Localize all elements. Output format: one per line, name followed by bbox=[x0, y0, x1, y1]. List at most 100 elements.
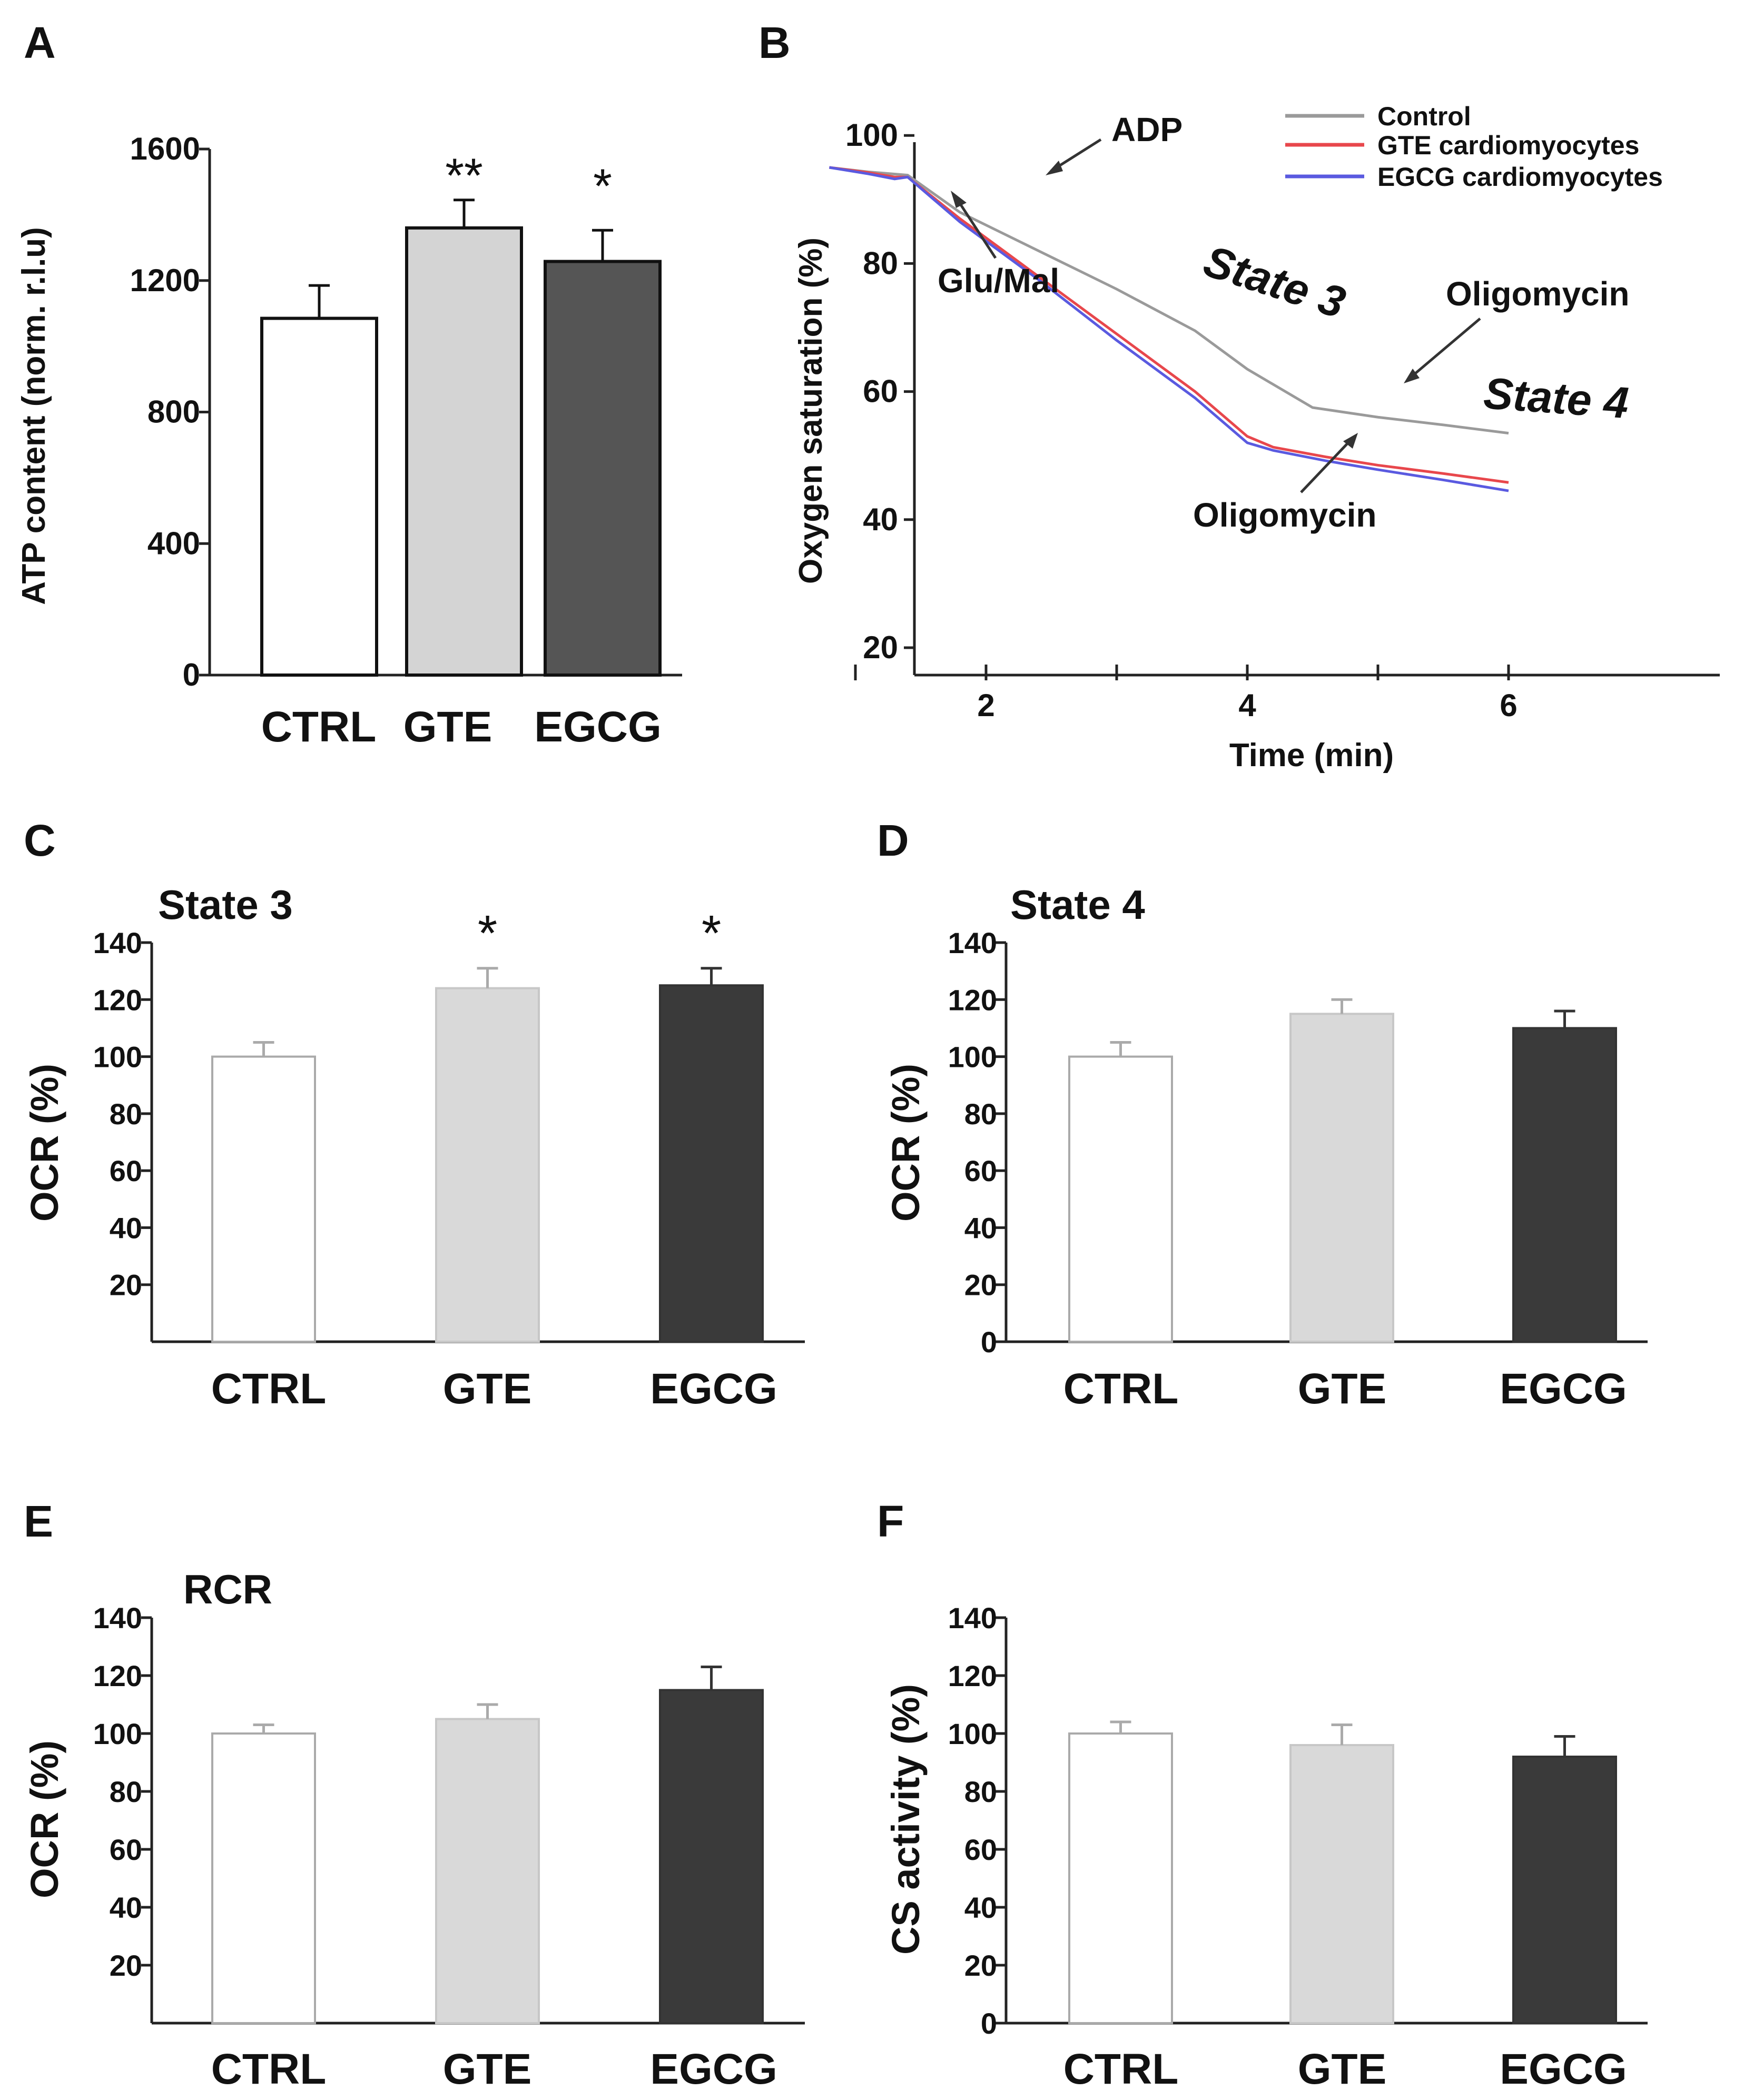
significance-marker: * bbox=[478, 905, 497, 962]
y-tick-label: 60 bbox=[863, 374, 898, 409]
bar-egcg bbox=[544, 260, 662, 677]
legend-label: Control bbox=[1377, 102, 1471, 131]
bar-egcg bbox=[659, 1689, 764, 2024]
bar-egcg bbox=[1512, 1756, 1617, 2024]
y-tick-label: 80 bbox=[110, 1775, 142, 1808]
y-tick-label: 140 bbox=[93, 1601, 142, 1635]
bar-egcg bbox=[659, 984, 764, 1343]
x-axis-title: Time (min) bbox=[1229, 737, 1394, 774]
y-tick-label: 80 bbox=[964, 1775, 997, 1808]
panel-subtitle: State 3 bbox=[158, 881, 293, 928]
bar-ctrl bbox=[211, 1732, 316, 2024]
bar-gte bbox=[435, 987, 540, 1343]
panel-letter: C bbox=[24, 816, 56, 865]
x-category-label: CTRL bbox=[211, 2045, 327, 2093]
x-category-label: GTE bbox=[443, 2045, 532, 2093]
panel-F: F 0 20 40 60 80 100 120 140 CS activity (%) CTRL GT… bbox=[877, 1497, 1648, 2093]
y-tick-label: 120 bbox=[948, 1659, 997, 1692]
bar-ctrl bbox=[260, 316, 378, 677]
x-tick-label: 4 bbox=[1238, 688, 1256, 723]
x-category-label: EGCG bbox=[1500, 2045, 1627, 2093]
x-category-label: EGCG bbox=[1500, 1365, 1627, 1413]
x-category-label: GTE bbox=[403, 703, 492, 751]
y-tick-label: 140 bbox=[93, 926, 142, 959]
y-tick-label: 0 bbox=[981, 1325, 997, 1359]
annotation-state-4: State 4 bbox=[1482, 368, 1630, 428]
panel-subtitle: RCR bbox=[183, 1566, 272, 1612]
y-tick-label: 20 bbox=[964, 1269, 997, 1302]
arrow-head bbox=[1343, 433, 1358, 449]
y-tick-label: 120 bbox=[93, 1659, 142, 1692]
y-tick-label: 60 bbox=[110, 1154, 142, 1187]
y-tick-label: 20 bbox=[110, 1269, 142, 1302]
y-axis-title: Oxygen saturation (%) bbox=[793, 237, 829, 584]
y-tick-label: 40 bbox=[110, 1211, 142, 1244]
y-tick-label: 40 bbox=[964, 1211, 997, 1244]
series-line bbox=[829, 166, 1509, 492]
panel-A: A 0 400 800 1200 1600 ATP content (norm. r.l.u… bbox=[16, 18, 682, 751]
y-tick-label: 1600 bbox=[130, 131, 200, 166]
y-axis-title: OCR (%) bbox=[23, 1740, 66, 1898]
annotation-arrow bbox=[1411, 318, 1481, 378]
legend-label: GTE cardiomyocytes bbox=[1377, 131, 1639, 160]
annotation-glu-mal: Glu/Mal bbox=[938, 262, 1059, 300]
x-category-label: CTRL bbox=[1063, 2045, 1179, 2093]
bar-gte bbox=[1289, 1013, 1394, 1343]
y-tick-label: 0 bbox=[183, 657, 200, 692]
y-tick-label: 100 bbox=[948, 1041, 997, 1074]
y-tick-label: 60 bbox=[964, 1154, 997, 1187]
panel-letter: E bbox=[24, 1497, 53, 1546]
y-tick-label: 400 bbox=[147, 526, 200, 561]
legend-label: EGCG cardiomyocytes bbox=[1377, 162, 1663, 192]
x-category-label: GTE bbox=[443, 1365, 532, 1413]
bar-ctrl bbox=[1068, 1055, 1173, 1343]
y-tick-label: 40 bbox=[863, 502, 898, 537]
y-tick-label: 60 bbox=[964, 1833, 997, 1866]
y-axis-title: ATP content (norm. r.l.u) bbox=[16, 227, 52, 605]
x-category-label: CTRL bbox=[261, 703, 377, 751]
x-tick-label: 2 bbox=[977, 688, 994, 723]
annotation-oligomycin: Oligomycin bbox=[1193, 496, 1377, 534]
bar-ctrl bbox=[1068, 1732, 1173, 2024]
panel-letter: B bbox=[758, 18, 791, 67]
panel-B: B 20 40 60 80 100 2 4 6 Time (min) Oxygen saturati… bbox=[758, 18, 1720, 774]
y-tick-label: 20 bbox=[964, 1949, 997, 1982]
panel-letter: A bbox=[24, 18, 56, 67]
bar-gte bbox=[435, 1718, 540, 2024]
annotation-arrow bbox=[1300, 439, 1352, 493]
bar-egcg bbox=[1512, 1027, 1617, 1343]
y-tick-label: 0 bbox=[981, 2007, 997, 2040]
series-line bbox=[829, 166, 1509, 484]
bar-gte bbox=[405, 226, 523, 677]
arrow-head bbox=[1404, 369, 1420, 383]
panel-letter: F bbox=[877, 1497, 904, 1546]
y-tick-label: 20 bbox=[863, 630, 898, 665]
panel-E: E RCR 20 40 60 80 100 120 140 OCR (%) CTRL GTE EGCG bbox=[23, 1497, 805, 2093]
annotation-adp: ADP bbox=[1111, 111, 1183, 148]
y-tick-label: 100 bbox=[93, 1041, 142, 1074]
y-axis-title: OCR (%) bbox=[23, 1064, 66, 1222]
x-category-label: GTE bbox=[1298, 2045, 1387, 2093]
y-axis-title: OCR (%) bbox=[884, 1064, 928, 1222]
annotation-arrow bbox=[954, 196, 997, 259]
panel-D: D State 4 0 20 40 60 80 100 120 140 OCR (%) CTRL GTE… bbox=[877, 816, 1648, 1413]
y-tick-label: 40 bbox=[110, 1891, 142, 1924]
y-axis-title: CS activity (%) bbox=[884, 1684, 928, 1955]
y-tick-label: 100 bbox=[948, 1717, 997, 1750]
annotation-state-3: State 3 bbox=[1198, 236, 1351, 328]
significance-marker: * bbox=[593, 160, 612, 213]
x-category-label: CTRL bbox=[211, 1365, 327, 1413]
panel-subtitle: State 4 bbox=[1010, 881, 1145, 928]
y-tick-label: 1200 bbox=[130, 263, 200, 298]
y-tick-label: 60 bbox=[110, 1833, 142, 1866]
panel-letter: D bbox=[877, 816, 909, 865]
y-tick-label: 120 bbox=[93, 983, 142, 1016]
y-tick-label: 140 bbox=[948, 1601, 997, 1635]
significance-marker: * bbox=[702, 905, 721, 962]
y-tick-label: 800 bbox=[147, 394, 200, 430]
bar-gte bbox=[1289, 1744, 1394, 2024]
arrow-head bbox=[951, 191, 967, 208]
bar-ctrl bbox=[211, 1055, 316, 1343]
y-tick-label: 80 bbox=[964, 1097, 997, 1131]
